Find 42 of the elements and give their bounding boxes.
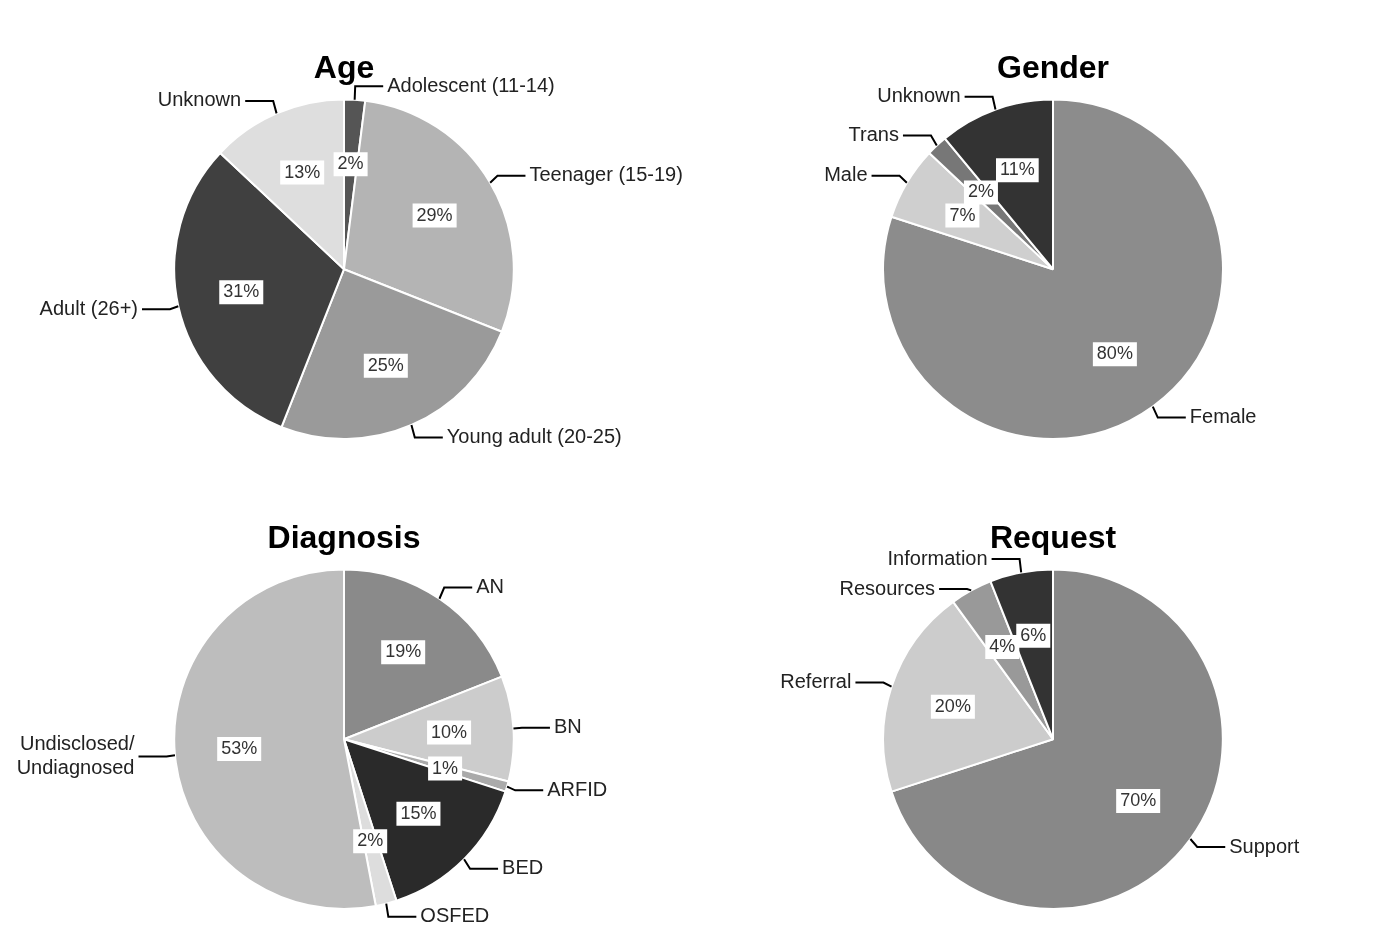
data-label: 29% xyxy=(416,204,453,225)
slice-label: Information xyxy=(887,546,988,569)
data-label: 10% xyxy=(431,721,468,742)
chart-title: Request xyxy=(989,519,1117,556)
slice-label: AN xyxy=(476,575,505,598)
slice-label: Male xyxy=(824,163,868,186)
slice-label: Young adult (20-25) xyxy=(446,425,622,448)
slice-label: Teenager (15-19) xyxy=(529,163,683,186)
data-label: 70% xyxy=(1120,790,1157,811)
data-label: 1% xyxy=(432,757,459,778)
slice-label: Undisclosed/ Undiagnosed xyxy=(16,731,135,778)
slice-label: ARFID xyxy=(547,777,608,800)
data-label: 2% xyxy=(337,153,364,174)
data-label: 19% xyxy=(385,641,422,662)
data-label: 31% xyxy=(223,281,260,302)
data-label: 13% xyxy=(284,161,321,182)
data-label: 7% xyxy=(949,204,976,225)
data-label: 11% xyxy=(999,159,1035,180)
slice-label: Unknown xyxy=(157,88,242,111)
data-label: 2% xyxy=(357,830,384,851)
slice-label: Adolescent (11-14) xyxy=(387,73,555,96)
slice-label: Trans xyxy=(848,123,899,146)
chart-title: Diagnosis xyxy=(267,519,421,556)
data-label: 4% xyxy=(989,635,1016,656)
slice-label: Female xyxy=(1189,405,1257,428)
slice-label: Unknown xyxy=(877,84,961,107)
data-label: 80% xyxy=(1096,343,1133,364)
data-label: 6% xyxy=(1020,624,1047,645)
slice-label: Adult (26+) xyxy=(39,296,138,319)
slice-label: Support xyxy=(1229,834,1300,857)
slice-label: Resources xyxy=(839,576,936,599)
data-label: 2% xyxy=(967,181,994,202)
slice-label: BN xyxy=(553,715,582,738)
data-label: 20% xyxy=(934,695,971,716)
chart-title: Age xyxy=(313,49,375,86)
slice-label: BED xyxy=(502,856,544,879)
chart-title: Gender xyxy=(996,49,1110,86)
data-label: 53% xyxy=(221,738,258,759)
data-label: 15% xyxy=(400,802,437,823)
data-label: 25% xyxy=(367,354,404,375)
slice-label: OSFED xyxy=(420,904,490,927)
slice-label: Referral xyxy=(780,670,852,693)
